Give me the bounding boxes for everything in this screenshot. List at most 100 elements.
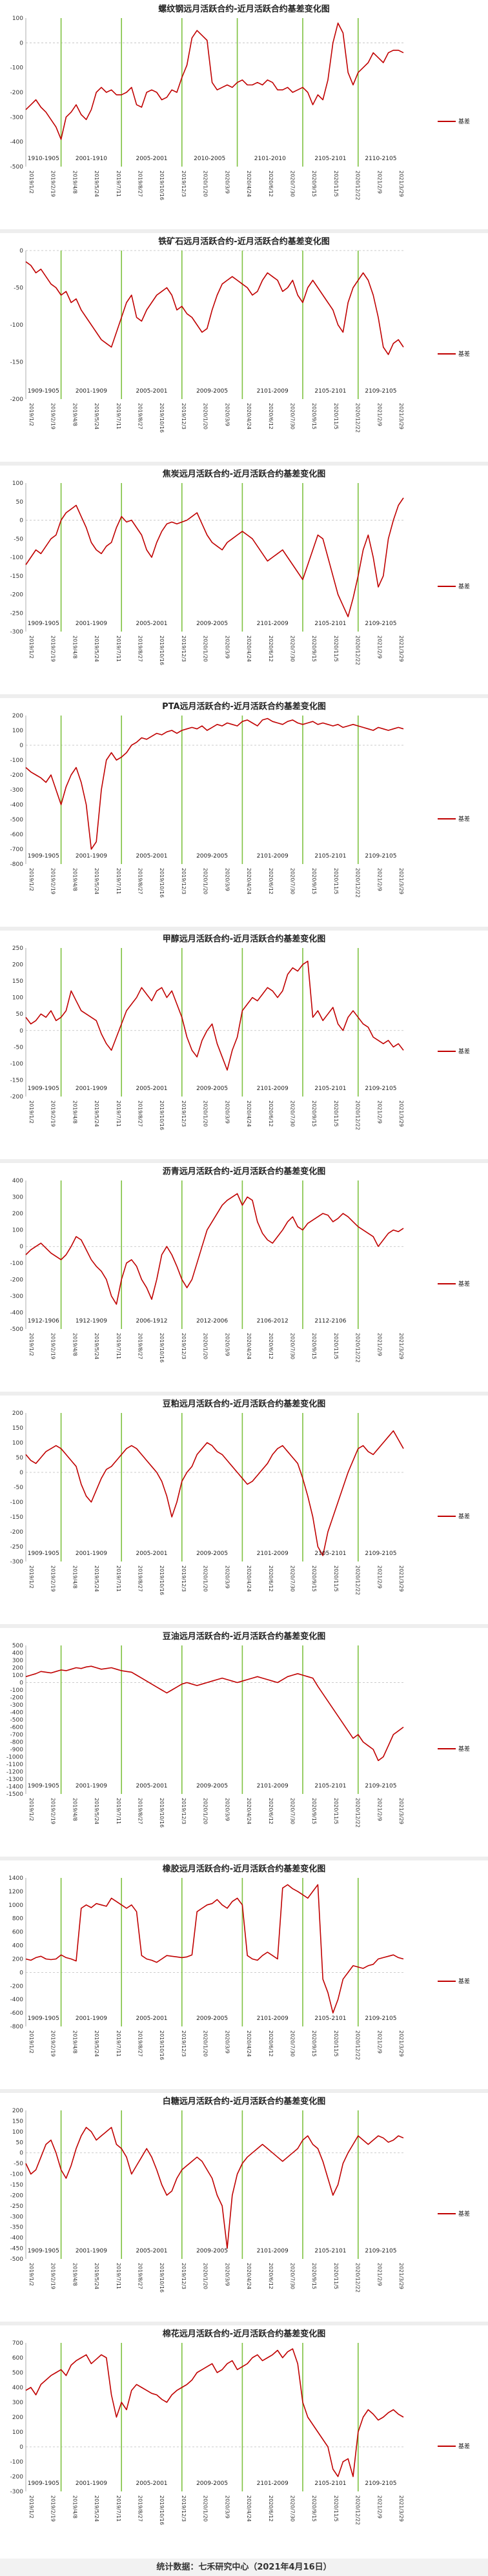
contract-span-label: 2009-2005 [196,2015,228,2022]
contract-span-label: 2110-2105 [365,156,396,162]
panel-divider [0,2089,488,2093]
y-tick-label: -100 [10,1499,24,1506]
y-tick-label: -1000 [6,1755,23,1761]
x-tick-label: 2020/4/24 [246,1798,252,1824]
y-tick-label: 300 [12,2400,23,2406]
contract-span-label: 1909-1905 [28,621,59,627]
chart-panel-6: 沥青远月活跃合约-近月活跃合约基差变化图 -500 -400 -300 -200 -100… [0,1162,488,1392]
basis-series-line [25,2348,404,2477]
chart-title: 橡胶远月活跃合约-近月活跃合约基差变化图 [163,1864,325,1874]
y-tick-label: -700 [10,847,24,853]
x-tick-label: 2021/2/9 [376,2030,382,2054]
contract-span-label: 1909-1905 [28,2015,59,2022]
contract-span-label: 2009-2005 [196,2480,228,2487]
x-tick-label: 2020/6/12 [268,868,274,894]
contract-span-label: 2005-2001 [136,388,167,395]
y-tick-label: 0 [19,1680,23,1687]
x-tick-label: 2019/4/8 [72,170,77,194]
x-tick-label: 2019/12/3 [181,170,187,197]
x-tick-label: 2019/10/16 [159,2495,165,2525]
y-tick-label: -1200 [6,1769,23,1776]
contract-span-label: 2001-1909 [76,388,107,395]
y-tick-label: -150 [10,1077,24,1084]
source-footer: 统计数据：七禾研究中心（2021年4月16日） [0,2559,488,2576]
x-tick-label: 2019/7/11 [116,2263,121,2289]
y-tick-label: -300 [10,2214,24,2220]
contract-span-label: 1910-1905 [28,156,59,162]
x-tick-label: 2020/1/20 [203,2030,208,2057]
x-tick-label: 2019/7/11 [116,1798,121,1824]
contract-span-label: 2105-2101 [314,621,346,627]
panel-divider [0,229,488,233]
x-tick-label: 2019/5/24 [94,1798,99,1824]
contract-span-label: 2009-2005 [196,388,228,395]
x-tick-label: 2021/3/29 [398,2495,404,2522]
y-tick-label: -300 [10,1559,24,1565]
contract-span-label: 2009-2005 [196,1783,228,1789]
x-tick-label: 2019/12/3 [181,1798,187,1824]
contract-span-label: 2101-2009 [257,2015,289,2022]
legend-label: 基差 [458,582,470,590]
x-tick-label: 2019/4/8 [72,868,77,891]
contract-span-label: 2101-2009 [257,1086,289,1092]
contract-span-label: 2001-1910 [76,156,107,162]
x-tick-label: 2020/3/9 [224,1333,230,1356]
y-tick-label: -300 [10,1293,24,1300]
chart-svg: PTA远月活跃合约-近月活跃合约基差变化图 -800 -700 -600 -500 -40… [10,701,470,898]
contract-span-label: 2005-2001 [136,156,167,162]
y-tick-label: -300 [10,114,24,121]
x-tick-label: 2021/3/29 [398,2263,404,2289]
x-tick-label: 2020/12/22 [355,1100,361,1130]
x-tick-label: 2019/4/8 [72,2263,77,2286]
x-tick-label: 2019/1/2 [28,170,34,194]
x-tick-label: 2020/7/30 [289,1798,295,1824]
y-tick-label: 0 [19,2150,23,2157]
x-tick-label: 2020/1/20 [203,868,208,894]
x-tick-label: 2019/7/11 [116,868,121,894]
panel-divider [0,1392,488,1396]
x-tick-label: 2021/3/29 [398,1100,404,1127]
x-tick-label: 2019/10/16 [159,635,165,665]
contract-span-label: 2105-2101 [314,2480,346,2487]
x-tick-label: 2021/2/9 [376,403,382,426]
x-tick-label: 2020/12/22 [355,2030,361,2060]
x-tick-label: 2020/12/22 [355,1565,361,1595]
chart-title: 螺纹钢远月活跃合约-近月活跃合约基差变化图 [158,4,329,14]
panel-divider [0,2322,488,2325]
y-tick-label: 200 [12,713,23,719]
x-tick-label: 2019/5/24 [94,2263,99,2289]
chart-title: 沥青远月活跃合约-近月活跃合约基差变化图 [163,1166,325,1177]
y-tick-label: -250 [10,610,24,617]
y-tick-label: 50 [16,499,24,506]
y-tick-label: -100 [10,2459,24,2466]
y-tick-label: -400 [10,1710,24,1716]
basis-series-line [25,22,404,140]
contract-span-label: 2109-2105 [365,2015,396,2022]
contract-span-label: 2001-1909 [76,853,107,860]
contract-span-label: 2009-2005 [196,2248,228,2254]
y-tick-label: 0 [19,518,23,524]
y-tick-label: 400 [12,1651,23,1657]
x-tick-label: 2019/4/8 [72,1798,77,1821]
y-tick-label: -600 [10,1725,24,1731]
x-tick-label: 2020/11/5 [333,2263,339,2289]
chart-panel-8: 豆油远月活跃合约-近月活跃合约基差变化图 -1500 -1400 -1300 -1200… [0,1627,488,1857]
chart-title: 甲醇远月活跃合约-近月活跃合约基差变化图 [163,934,325,944]
y-tick-label: 50 [16,1455,24,1461]
contract-span-label: 2101-2009 [257,853,289,860]
x-tick-label: 2021/2/9 [376,1100,382,1124]
y-tick-label: -100 [10,555,24,561]
x-tick-label: 2021/3/29 [398,1333,404,1359]
chart-svg: 豆粕远月活跃合约-近月活跃合约基差变化图 -300 -250 -200 -150 -100… [10,1399,470,1595]
contract-span-label: 2001-1909 [76,2480,107,2487]
y-tick-label: 500 [12,1643,23,1649]
x-tick-label: 2020/3/9 [224,1100,230,1124]
y-tick-label: -100 [10,2172,24,2178]
x-tick-label: 2020/9/15 [311,1565,317,1592]
x-tick-label: 2019/8/27 [137,2263,143,2289]
x-tick-label: 2019/2/19 [50,635,56,662]
y-tick-label: -500 [10,1326,24,1333]
contract-span-label: 1909-1905 [28,2480,59,2487]
y-tick-label: -400 [10,1997,24,2003]
y-tick-label: -500 [10,164,24,170]
